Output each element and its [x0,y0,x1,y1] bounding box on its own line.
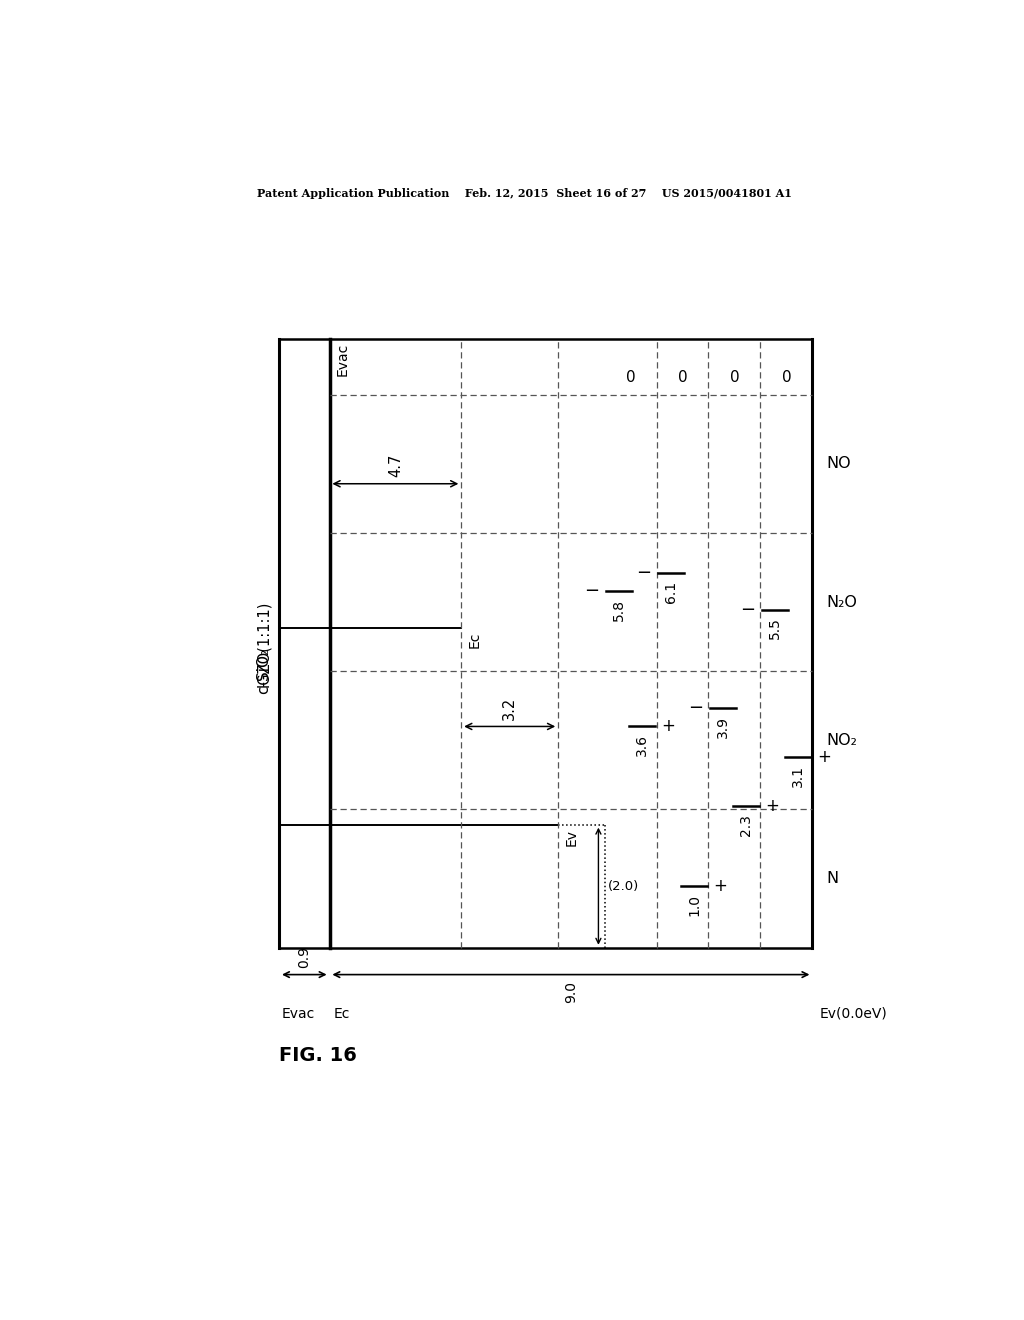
Text: 0: 0 [626,371,636,385]
Text: 1.0: 1.0 [687,894,701,916]
Text: +: + [765,797,779,816]
Text: 0: 0 [781,371,792,385]
Text: +: + [714,878,727,895]
Text: 3.9: 3.9 [716,715,730,738]
Text: 0: 0 [678,371,687,385]
Text: 3.1: 3.1 [791,764,805,787]
Text: −: − [636,564,651,582]
Text: Ec: Ec [334,1007,350,1020]
Text: 0.9: 0.9 [297,946,311,969]
Text: −: − [688,700,703,717]
Text: Ec: Ec [467,632,481,648]
Text: −: − [740,601,756,619]
Text: FIG. 16: FIG. 16 [280,1045,357,1065]
Text: +: + [817,748,831,766]
Text: 3.6: 3.6 [635,734,649,756]
Text: 4.7: 4.7 [388,454,402,477]
Text: IGZO(1:1:1): IGZO(1:1:1) [256,601,271,686]
Text: NO: NO [826,457,851,471]
Text: 2.3: 2.3 [739,814,753,836]
Text: N₂O: N₂O [826,594,857,610]
Text: 6.1: 6.1 [664,581,678,603]
Text: 0: 0 [730,371,739,385]
Text: c-SiO₂: c-SiO₂ [256,648,271,694]
Text: N: N [826,871,839,886]
Text: −: − [585,582,600,601]
Text: 3.2: 3.2 [502,696,517,719]
Text: 5.5: 5.5 [768,618,781,639]
Text: NO₂: NO₂ [826,733,857,747]
Text: +: + [662,718,676,735]
Text: Evac: Evac [336,343,350,376]
Text: Ev: Ev [564,829,579,846]
Text: Patent Application Publication    Feb. 12, 2015  Sheet 16 of 27    US 2015/00418: Patent Application Publication Feb. 12, … [257,187,793,198]
Text: (2.0): (2.0) [607,879,639,892]
Text: Evac: Evac [282,1007,314,1020]
Text: 5.8: 5.8 [612,599,626,620]
Text: 9.0: 9.0 [564,981,578,1003]
Text: Ev(0.0eV): Ev(0.0eV) [820,1007,888,1020]
